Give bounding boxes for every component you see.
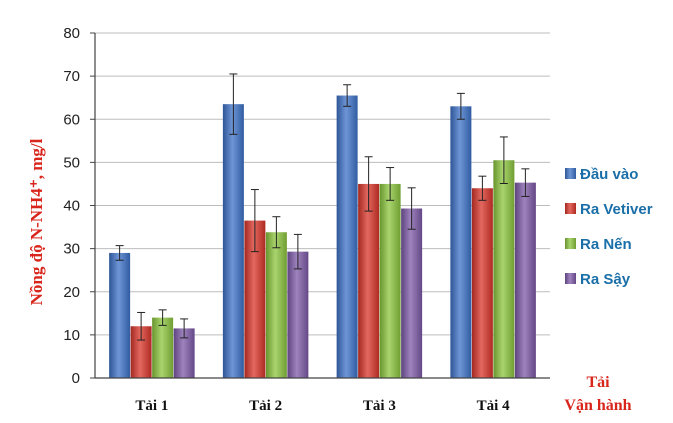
bar xyxy=(244,220,266,378)
legend-label: Đầu vào xyxy=(580,166,638,183)
x-axis-label-line2: Vận hành xyxy=(564,397,631,414)
y-tick-label: 30 xyxy=(63,241,80,258)
bar xyxy=(222,104,244,378)
legend-label: Ra Sậy xyxy=(580,271,631,288)
bar xyxy=(130,326,152,378)
legend-swatch xyxy=(565,273,576,284)
bar xyxy=(287,251,309,378)
bar xyxy=(336,95,358,378)
bar xyxy=(471,188,493,378)
bar xyxy=(450,106,472,378)
bar xyxy=(401,208,423,378)
y-axis-label: Nồng độ N-NH4⁺, mg/l xyxy=(27,138,46,305)
x-category-label: Tải 1 xyxy=(135,398,168,414)
y-tick-label: 80 xyxy=(63,25,80,42)
y-tick-label: 60 xyxy=(63,111,80,128)
y-tick-label: 0 xyxy=(72,370,80,387)
bars xyxy=(109,95,536,378)
legend-swatch xyxy=(565,168,576,179)
y-tick-label: 20 xyxy=(63,284,80,301)
bar xyxy=(514,182,536,378)
bar xyxy=(379,183,401,378)
error-bars xyxy=(115,73,530,341)
gridlines xyxy=(95,32,550,336)
x-axis-categories: Tải 1 Tải 2 Tải 3 Tải 4 xyxy=(135,398,510,414)
bar xyxy=(109,252,131,378)
bar xyxy=(358,183,380,378)
legend-label: Ra Nến xyxy=(580,236,632,253)
y-tick-label: 10 xyxy=(63,327,80,344)
x-axis-label-line1: Tải xyxy=(586,374,610,391)
x-category-label: Tải 4 xyxy=(477,398,510,414)
bar xyxy=(265,232,287,378)
legend-swatch xyxy=(565,203,576,214)
bar xyxy=(173,328,195,378)
x-category-label: Tải 3 xyxy=(363,398,396,414)
y-tick-label: 70 xyxy=(63,68,80,85)
legend-swatch xyxy=(565,238,576,249)
x-category-label: Tải 2 xyxy=(249,398,282,414)
bar xyxy=(493,160,515,378)
y-axis-ticks: 0 10 20 30 40 50 60 70 80 xyxy=(63,25,95,387)
y-tick-label: 40 xyxy=(63,198,80,215)
bar xyxy=(152,317,174,378)
legend-label: Ra Vetiver xyxy=(580,201,653,218)
y-tick-label: 50 xyxy=(63,154,80,171)
legend: Đầu vào Ra Vetiver Ra Nến Ra Sậy xyxy=(565,166,653,288)
